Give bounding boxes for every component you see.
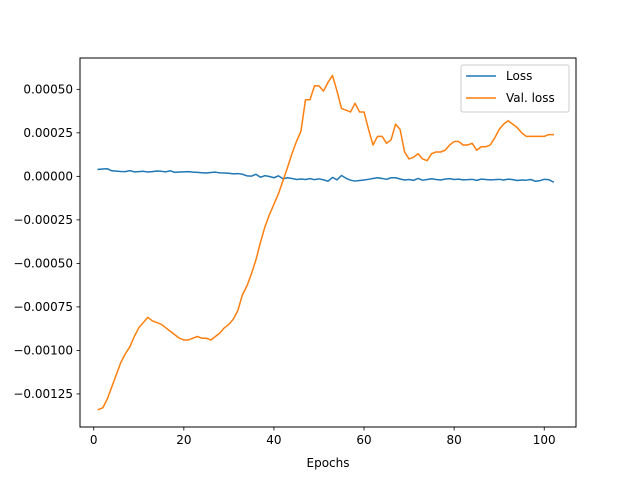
x-tick-label: 100: [533, 433, 556, 447]
y-tick-label: −0.00050: [13, 256, 73, 270]
y-tick-label: −0.00125: [13, 387, 73, 401]
y-tick-label: 0.00050: [23, 82, 73, 96]
x-axis: 0 20 40 60 80 100: [90, 427, 556, 447]
y-axis: −0.00125 −0.00100 −0.00075 −0.00050 −0.00025…: [13, 82, 80, 401]
y-tick-label: 0.00000: [23, 169, 73, 183]
x-tick-label: 40: [266, 433, 281, 447]
y-tick-label: −0.00100: [13, 343, 73, 357]
y-tick-label: −0.00025: [13, 213, 73, 227]
y-tick-label: 0.00025: [23, 126, 73, 140]
plot-area: [79, 57, 577, 428]
x-tick-label: 80: [446, 433, 461, 447]
series-line-loss: [97, 167, 555, 183]
x-tick-label: 0: [90, 433, 98, 447]
series-line-val-loss: [97, 74, 554, 411]
legend-label-loss: Loss: [506, 69, 532, 83]
x-tick-label: 60: [356, 433, 371, 447]
legend-label-val-loss: Val. loss: [506, 91, 555, 105]
x-tick-label: 20: [176, 433, 191, 447]
x-axis-label: Epochs: [307, 456, 350, 470]
axes-frame: [79, 57, 577, 428]
legend: Loss Val. loss: [460, 64, 570, 113]
series-layer: [97, 74, 555, 411]
y-tick-label: −0.00075: [13, 300, 73, 314]
